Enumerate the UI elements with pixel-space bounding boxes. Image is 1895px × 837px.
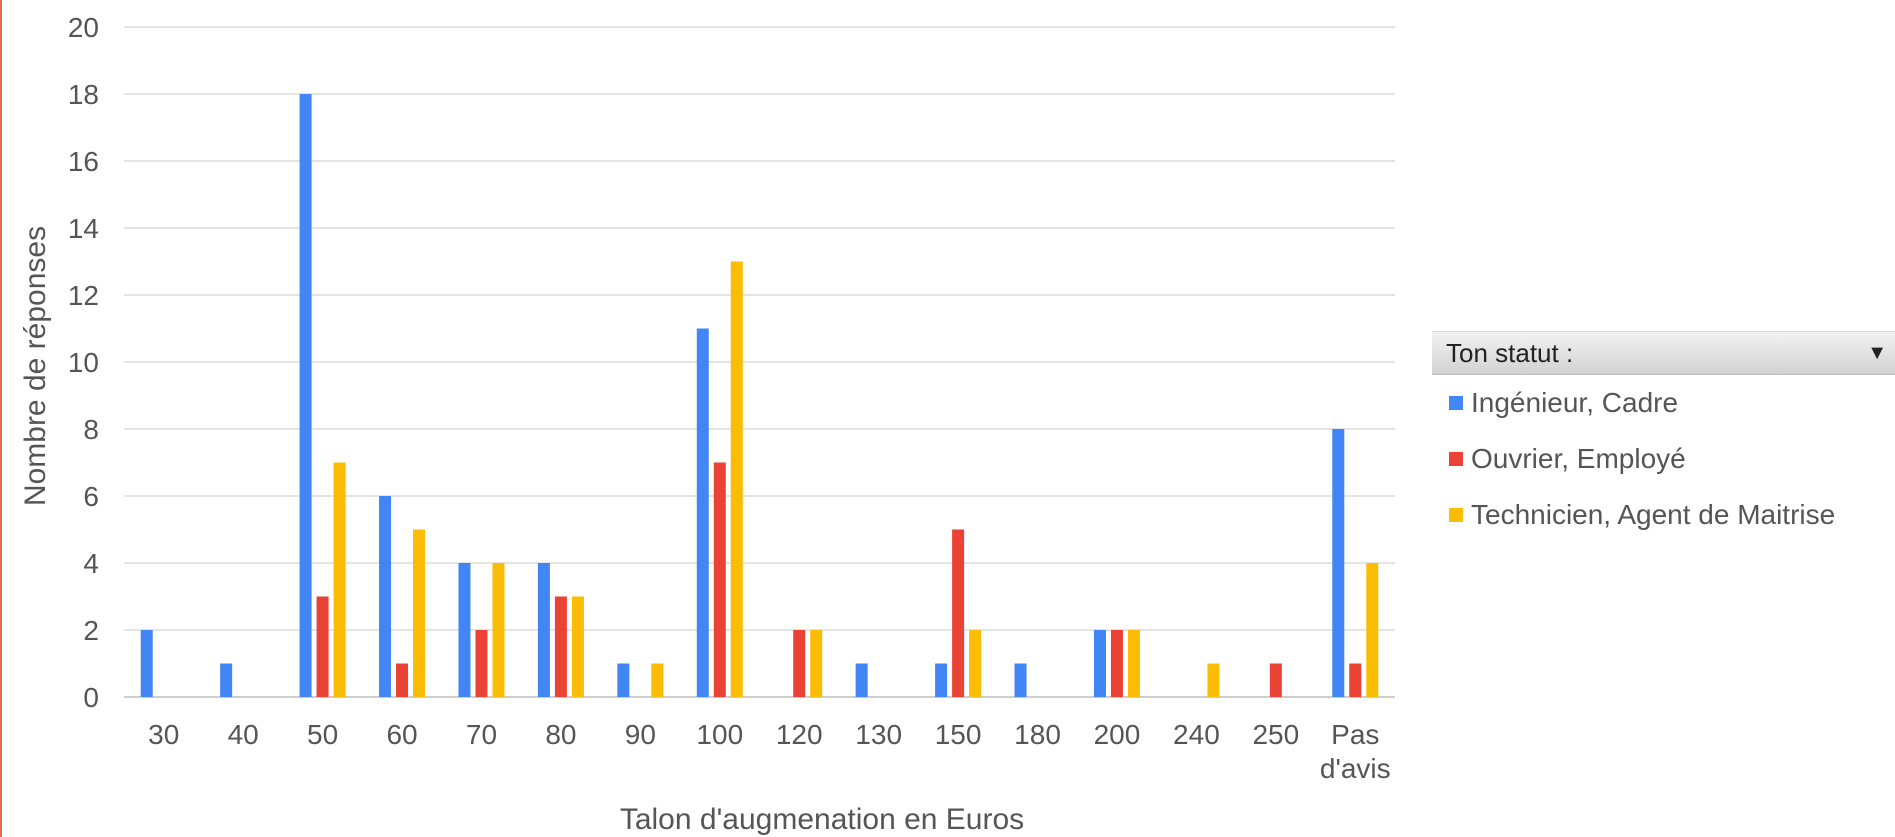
y-tick-label: 4 bbox=[83, 548, 99, 579]
legend-item-label: Ouvrier, Employé bbox=[1471, 443, 1686, 474]
x-tick-label: 100 bbox=[696, 719, 743, 750]
y-tick-label: 18 bbox=[68, 79, 99, 110]
bar bbox=[299, 94, 312, 697]
dropdown-arrow-icon[interactable]: ▼ bbox=[1867, 341, 1887, 364]
x-tick-label: 40 bbox=[228, 719, 259, 750]
y-tick-label: 6 bbox=[83, 481, 99, 512]
bar bbox=[952, 529, 965, 697]
x-axis-ticks: 30 40 50 60 70 80 90 100 120 130 150 180 200 240 250 Pa… bbox=[148, 719, 1391, 784]
legend-item-technicien-agent[interactable]: Technicien, Agent de Maitrise bbox=[1432, 487, 1895, 543]
legend: Ton statut : ▼ Ingénieur, Cadre Ouvrier,… bbox=[1432, 331, 1895, 543]
bar bbox=[793, 630, 806, 697]
bar bbox=[1127, 630, 1140, 697]
legend-swatch bbox=[1449, 396, 1463, 410]
legend-item-ingenieur-cadre[interactable]: Ingénieur, Cadre bbox=[1432, 375, 1895, 431]
bar bbox=[1349, 663, 1362, 697]
bar bbox=[220, 663, 233, 697]
bars bbox=[140, 94, 1379, 697]
bar bbox=[1366, 563, 1379, 697]
bar bbox=[379, 496, 392, 697]
bar bbox=[1269, 663, 1282, 697]
x-tick-label: Pas d'avis bbox=[1320, 719, 1391, 784]
bar bbox=[458, 563, 471, 697]
x-tick-label: 120 bbox=[776, 719, 823, 750]
y-tick-label: 20 bbox=[68, 12, 99, 43]
bar bbox=[492, 563, 505, 697]
x-tick-label: 80 bbox=[545, 719, 576, 750]
legend-swatch bbox=[1449, 452, 1463, 466]
x-tick-label: 200 bbox=[1094, 719, 1141, 750]
bar bbox=[537, 563, 550, 697]
bar bbox=[855, 663, 868, 697]
x-tick-label: 180 bbox=[1014, 719, 1061, 750]
bar bbox=[1207, 663, 1220, 697]
bar bbox=[571, 596, 584, 697]
bar bbox=[810, 630, 823, 697]
bar bbox=[696, 328, 709, 697]
x-tick-label: 70 bbox=[466, 719, 497, 750]
grid-lines bbox=[124, 26, 1395, 698]
bar bbox=[969, 630, 982, 697]
x-tick-label: 250 bbox=[1252, 719, 1299, 750]
bar bbox=[1110, 630, 1123, 697]
x-tick-label: 130 bbox=[855, 719, 902, 750]
bar bbox=[730, 261, 743, 697]
legend-item-ouvrier-employe[interactable]: Ouvrier, Employé bbox=[1432, 431, 1895, 487]
bar bbox=[333, 462, 346, 697]
y-axis-ticks: 0 2 4 6 8 10 12 14 16 18 20 bbox=[68, 12, 99, 713]
legend-item-label: Technicien, Agent de Maitrise bbox=[1471, 499, 1836, 530]
bar bbox=[1332, 429, 1345, 697]
bar bbox=[475, 630, 488, 697]
y-tick-label: 16 bbox=[68, 146, 99, 177]
y-tick-label: 14 bbox=[68, 213, 99, 244]
bar bbox=[935, 663, 948, 697]
y-tick-label: 8 bbox=[83, 414, 99, 445]
y-tick-label: 10 bbox=[68, 347, 99, 378]
bar bbox=[651, 663, 664, 697]
bar bbox=[1093, 630, 1106, 697]
bar bbox=[713, 462, 726, 697]
x-tick-label: 90 bbox=[625, 719, 656, 750]
y-tick-label: 12 bbox=[68, 280, 99, 311]
x-tick-label: 150 bbox=[935, 719, 982, 750]
x-axis-title: Talon d'augmenation en Euros bbox=[620, 803, 1024, 836]
x-tick-label: 30 bbox=[148, 719, 179, 750]
bar bbox=[396, 663, 409, 697]
bar bbox=[1014, 663, 1027, 697]
bar bbox=[617, 663, 630, 697]
legend-filter-dropdown[interactable]: Ton statut : ▼ bbox=[1432, 331, 1895, 375]
x-tick-label: 240 bbox=[1173, 719, 1220, 750]
x-tick-label: 50 bbox=[307, 719, 338, 750]
bar bbox=[140, 630, 153, 697]
bar bbox=[316, 596, 329, 697]
legend-item-label: Ingénieur, Cadre bbox=[1471, 387, 1679, 418]
bar bbox=[554, 596, 567, 697]
x-tick-label: 60 bbox=[386, 719, 417, 750]
bar bbox=[413, 529, 426, 697]
y-tick-label: 0 bbox=[83, 682, 99, 713]
legend-title: Ton statut : bbox=[1446, 337, 1574, 368]
legend-swatch bbox=[1449, 508, 1463, 522]
y-tick-label: 2 bbox=[83, 615, 99, 646]
y-axis-title: Nombre de réponses bbox=[19, 226, 52, 506]
